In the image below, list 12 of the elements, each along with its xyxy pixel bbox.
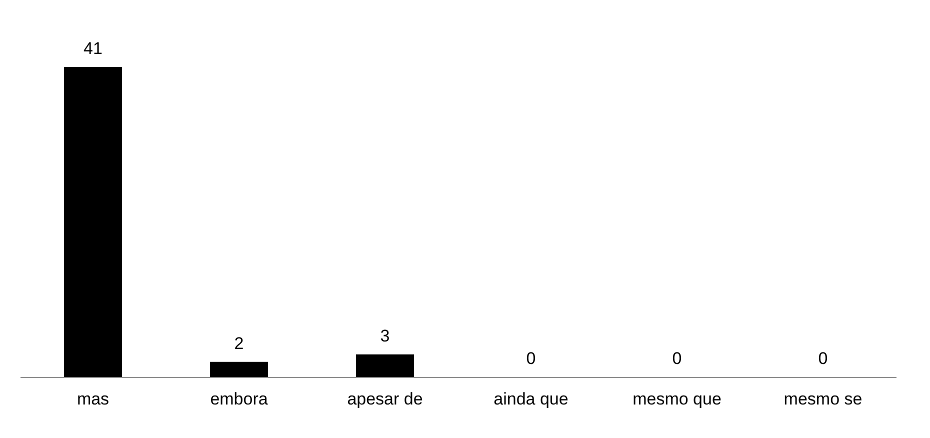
data-label: 3 (380, 326, 390, 346)
data-label: 0 (672, 349, 682, 368)
x-tick-label: apesar de (347, 390, 423, 408)
data-label: 2 (234, 334, 244, 353)
data-label: 0 (818, 349, 828, 368)
x-tick-label: embora (210, 390, 268, 408)
x-tick-label: mas (76, 390, 110, 408)
x-tick-label: mesmo se (784, 390, 862, 408)
data-label: 0 (526, 349, 536, 368)
x-tick-label: mesmo que (632, 390, 722, 408)
data-label: 41 (84, 39, 102, 58)
x-tick-label: ainda que (494, 390, 568, 408)
